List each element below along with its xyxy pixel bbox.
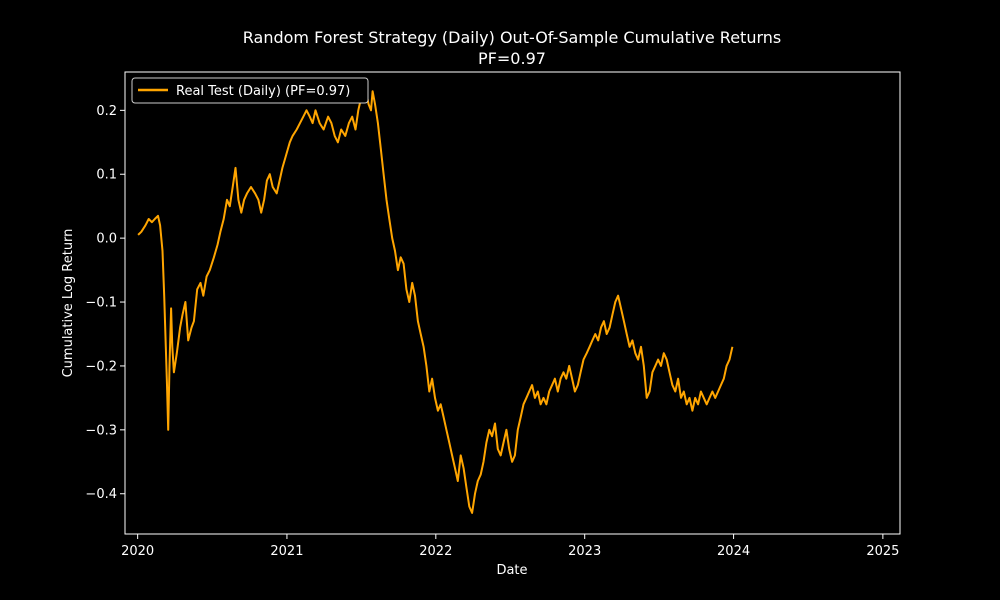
x-tick-label: 2024	[717, 544, 750, 559]
chart-subtitle: PF=0.97	[478, 49, 546, 68]
y-tick-label: 0.2	[96, 104, 117, 119]
y-tick-label: −0.4	[85, 487, 117, 502]
y-tick-label: −0.1	[85, 296, 117, 311]
y-axis-label: Cumulative Log Return	[61, 229, 76, 378]
x-axis: 2020 2021 2022 2023 2024 2025	[121, 534, 899, 559]
y-tick-label: 0.0	[96, 232, 117, 247]
x-tick-label: 2021	[270, 544, 303, 559]
x-tick-label: 2020	[121, 544, 154, 559]
plot-area	[124, 71, 901, 535]
x-tick-label: 2025	[866, 544, 899, 559]
x-tick-label: 2022	[419, 544, 452, 559]
legend: Real Test (Daily) (PF=0.97)	[131, 77, 369, 104]
series-line-real-test	[137, 83, 734, 514]
y-tick-label: 0.1	[96, 168, 117, 183]
y-tick-label: −0.2	[85, 359, 117, 374]
chart-title: Random Forest Strategy (Daily) Out-Of-Sa…	[243, 28, 781, 47]
x-axis-label: Date	[496, 563, 527, 578]
legend-label: Real Test (Daily) (PF=0.97)	[176, 84, 350, 99]
y-axis: 0.2 0.1 0.0 −0.1 −0.2 −0.3 −0.4	[85, 104, 125, 502]
legend-box	[131, 77, 369, 104]
x-tick-label: 2023	[568, 544, 601, 559]
y-tick-label: −0.3	[85, 423, 117, 438]
